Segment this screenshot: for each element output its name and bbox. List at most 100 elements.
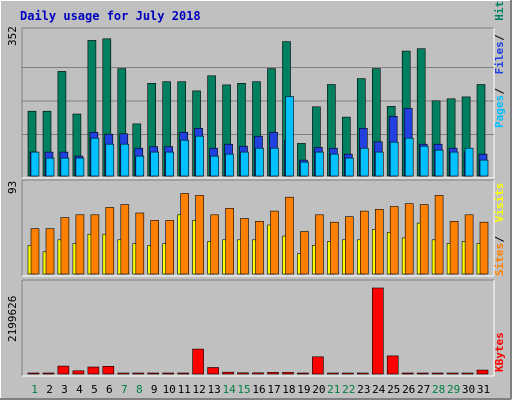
legend-label-sites: Sites (493, 243, 506, 276)
legend-separator: / (493, 236, 506, 243)
x-tick-label: 28 (432, 383, 445, 396)
bar-sites-17 (270, 210, 279, 275)
bar-sites-18 (285, 196, 294, 275)
chart-title: Daily usage for July 2018 (20, 9, 201, 23)
bar-pages-11 (180, 139, 189, 177)
top-panel-max-label: 352 (6, 26, 19, 46)
bar-pages-13 (210, 155, 219, 177)
bar-sites-28 (434, 195, 444, 275)
legend-separator: / (493, 88, 506, 95)
legend-label-visits: Visits (493, 183, 506, 223)
x-tick-label: 9 (151, 383, 158, 396)
bar-pages-17 (270, 147, 279, 177)
bar-kbytes-20 (312, 356, 324, 375)
bar-pages-25 (389, 141, 399, 177)
bar-pages-27 (419, 145, 429, 177)
bar-kbytes-22 (341, 372, 354, 375)
bar-kbytes-16 (252, 372, 264, 375)
bar-kbytes-8 (132, 372, 145, 375)
bar-pages-24 (374, 151, 384, 177)
bar-sites-26 (404, 203, 414, 275)
bar-sites-29 (449, 221, 459, 275)
bar-sites-6 (105, 207, 115, 275)
bar-pages-16 (255, 147, 264, 177)
bar-pages-10 (165, 151, 174, 177)
sites-visits-panel (21, 179, 495, 277)
bar-pages-29 (449, 151, 459, 177)
bar-pages-4 (75, 157, 85, 177)
legend-kbytes: KBytes (493, 332, 506, 372)
bar-sites-22 (344, 216, 354, 275)
bar-sites-5 (90, 214, 100, 275)
bar-pages-21 (330, 153, 339, 177)
bar-sites-30 (464, 214, 474, 275)
x-tick-label: 29 (447, 383, 460, 396)
x-tick-label: 6 (106, 383, 113, 396)
x-tick-label: 10 (163, 383, 176, 396)
bar-kbytes-6 (102, 365, 115, 375)
bar-kbytes-4 (72, 370, 85, 375)
x-tick-label: 16 (252, 383, 265, 396)
x-tick-label: 30 (462, 383, 475, 396)
bar-kbytes-19 (297, 372, 309, 375)
bar-kbytes-31 (476, 369, 489, 375)
legend-label-pages: Pages (493, 95, 506, 128)
bar-sites-31 (479, 221, 489, 275)
bar-kbytes-7 (117, 372, 130, 375)
x-tick-label: 23 (357, 383, 370, 396)
bar-kbytes-10 (162, 372, 174, 375)
x-tick-label: 22 (342, 383, 355, 396)
bar-pages-23 (359, 147, 369, 177)
bar-kbytes-18 (282, 372, 294, 375)
bar-kbytes-26 (401, 372, 414, 375)
x-tick-label: 27 (417, 383, 430, 396)
bar-pages-6 (105, 143, 115, 177)
kbytes-panel (21, 279, 495, 377)
bar-sites-9 (150, 220, 159, 275)
bar-pages-14 (225, 153, 234, 177)
bar-pages-1 (30, 151, 40, 177)
x-tick-label: 3 (61, 383, 68, 396)
bar-kbytes-30 (461, 372, 474, 375)
bar-pages-18 (285, 96, 294, 177)
x-tick-label: 15 (237, 383, 250, 396)
hits-files-pages-panel (21, 27, 495, 179)
bar-sites-24 (374, 209, 384, 275)
bar-kbytes-11 (177, 372, 189, 375)
bar-sites-20 (315, 214, 324, 275)
x-tick-label: 7 (121, 383, 128, 396)
bar-sites-2 (45, 228, 55, 275)
bar-sites-25 (389, 206, 399, 275)
x-tick-label: 18 (282, 383, 295, 396)
bar-pages-2 (45, 157, 55, 177)
mid-panel-max-label: 93 (6, 181, 19, 194)
x-tick-label: 21 (327, 383, 340, 396)
x-tick-label: 14 (222, 383, 236, 396)
x-tick-label: 5 (91, 383, 98, 396)
legend-label-files: Files (493, 41, 506, 74)
bar-sites-27 (419, 204, 429, 275)
legend-label-hits: Hits (493, 0, 506, 21)
bot-panel-max-label: 2199626 (6, 296, 19, 342)
bar-kbytes-13 (207, 367, 219, 375)
bar-kbytes-15 (237, 372, 249, 375)
bar-kbytes-25 (386, 355, 399, 375)
bar-kbytes-5 (87, 366, 100, 375)
bar-pages-31 (479, 159, 489, 177)
x-tick-label: 4 (76, 383, 83, 396)
bar-pages-26 (404, 137, 414, 177)
bar-pages-22 (344, 157, 354, 177)
bar-kbytes-27 (416, 372, 429, 375)
bar-kbytes-28 (431, 372, 444, 375)
bar-sites-4 (75, 214, 85, 275)
bar-sites-14 (225, 208, 234, 275)
x-tick-label: 2 (46, 383, 53, 396)
x-tick-label: 13 (207, 383, 220, 396)
bar-pages-12 (195, 135, 204, 177)
bar-sites-1 (30, 228, 40, 275)
x-tick-label: 26 (402, 383, 415, 396)
bar-pages-7 (120, 143, 130, 177)
legend-sites-visits: Sites / Visits (493, 183, 506, 276)
legend-separator: / (493, 34, 506, 41)
